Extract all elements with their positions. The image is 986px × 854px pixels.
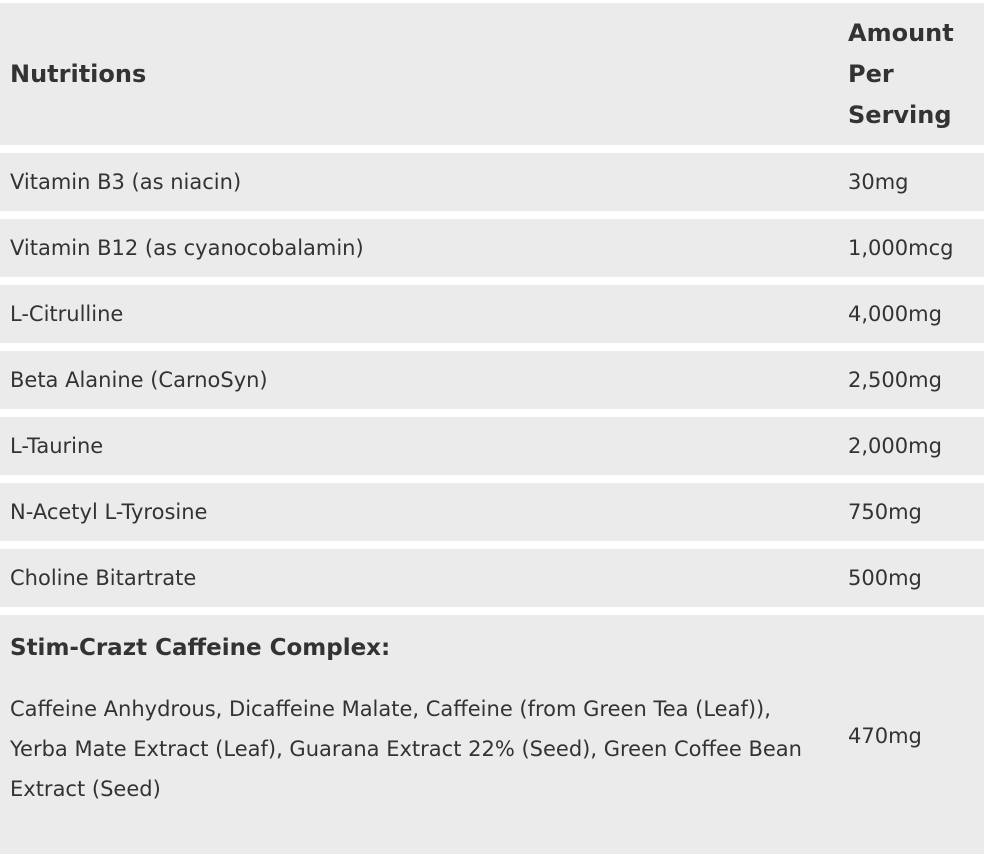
table-row: Vitamin B12 (as cyanocobalamin) 1,000mcg	[0, 219, 984, 277]
nutrients-column-header: Nutritions	[0, 3, 830, 145]
table-row: Vitamin B3 (as niacin) 30mg	[0, 153, 984, 211]
table-row: N-Acetyl L-Tyrosine 750mg	[0, 483, 984, 541]
table-row: Choline Bitartrate 500mg	[0, 549, 984, 607]
caffeine-complex-title: Stim-Crazt Caffeine Complex:	[10, 635, 391, 661]
caffeine-complex-section: Stim-Crazt Caffeine Complex: Caffeine An…	[0, 615, 984, 854]
caffeine-complex-cell: Stim-Crazt Caffeine Complex: Caffeine An…	[0, 615, 830, 854]
amount-cell: 2,500mg	[830, 351, 984, 409]
amount-cell: 1,000mcg	[830, 219, 984, 277]
table-header: Nutritions Amount Per Serving	[0, 3, 984, 145]
nutrient-name-cell: Choline Bitartrate	[0, 549, 830, 607]
caffeine-complex-row: Stim-Crazt Caffeine Complex: Caffeine An…	[0, 615, 984, 854]
table-row: L-Citrulline 4,000mg	[0, 285, 984, 343]
amount-cell: 500mg	[830, 549, 984, 607]
amount-cell: 4,000mg	[830, 285, 984, 343]
amount-cell: 750mg	[830, 483, 984, 541]
table-row: Beta Alanine (CarnoSyn) 2,500mg	[0, 351, 984, 409]
nutrient-name-cell: Vitamin B3 (as niacin)	[0, 153, 830, 211]
amount-per-serving-column-header: Amount Per Serving	[830, 3, 984, 145]
table-row: L-Taurine 2,000mg	[0, 417, 984, 475]
nutrient-name-cell: Vitamin B12 (as cyanocobalamin)	[0, 219, 830, 277]
nutrient-rows: Vitamin B3 (as niacin) 30mg Vitamin B12 …	[0, 153, 984, 607]
header-row: Nutritions Amount Per Serving	[0, 3, 984, 145]
nutrient-name-cell: L-Citrulline	[0, 285, 830, 343]
nutrient-name-cell: N-Acetyl L-Tyrosine	[0, 483, 830, 541]
nutrient-name-cell: Beta Alanine (CarnoSyn)	[0, 351, 830, 409]
amount-cell: 2,000mg	[830, 417, 984, 475]
caffeine-complex-amount: 470mg	[830, 615, 984, 854]
amount-cell: 30mg	[830, 153, 984, 211]
nutrient-name-cell: L-Taurine	[0, 417, 830, 475]
caffeine-complex-ingredients: Caffeine Anhydrous, Dicaffeine Malate, C…	[10, 697, 802, 801]
